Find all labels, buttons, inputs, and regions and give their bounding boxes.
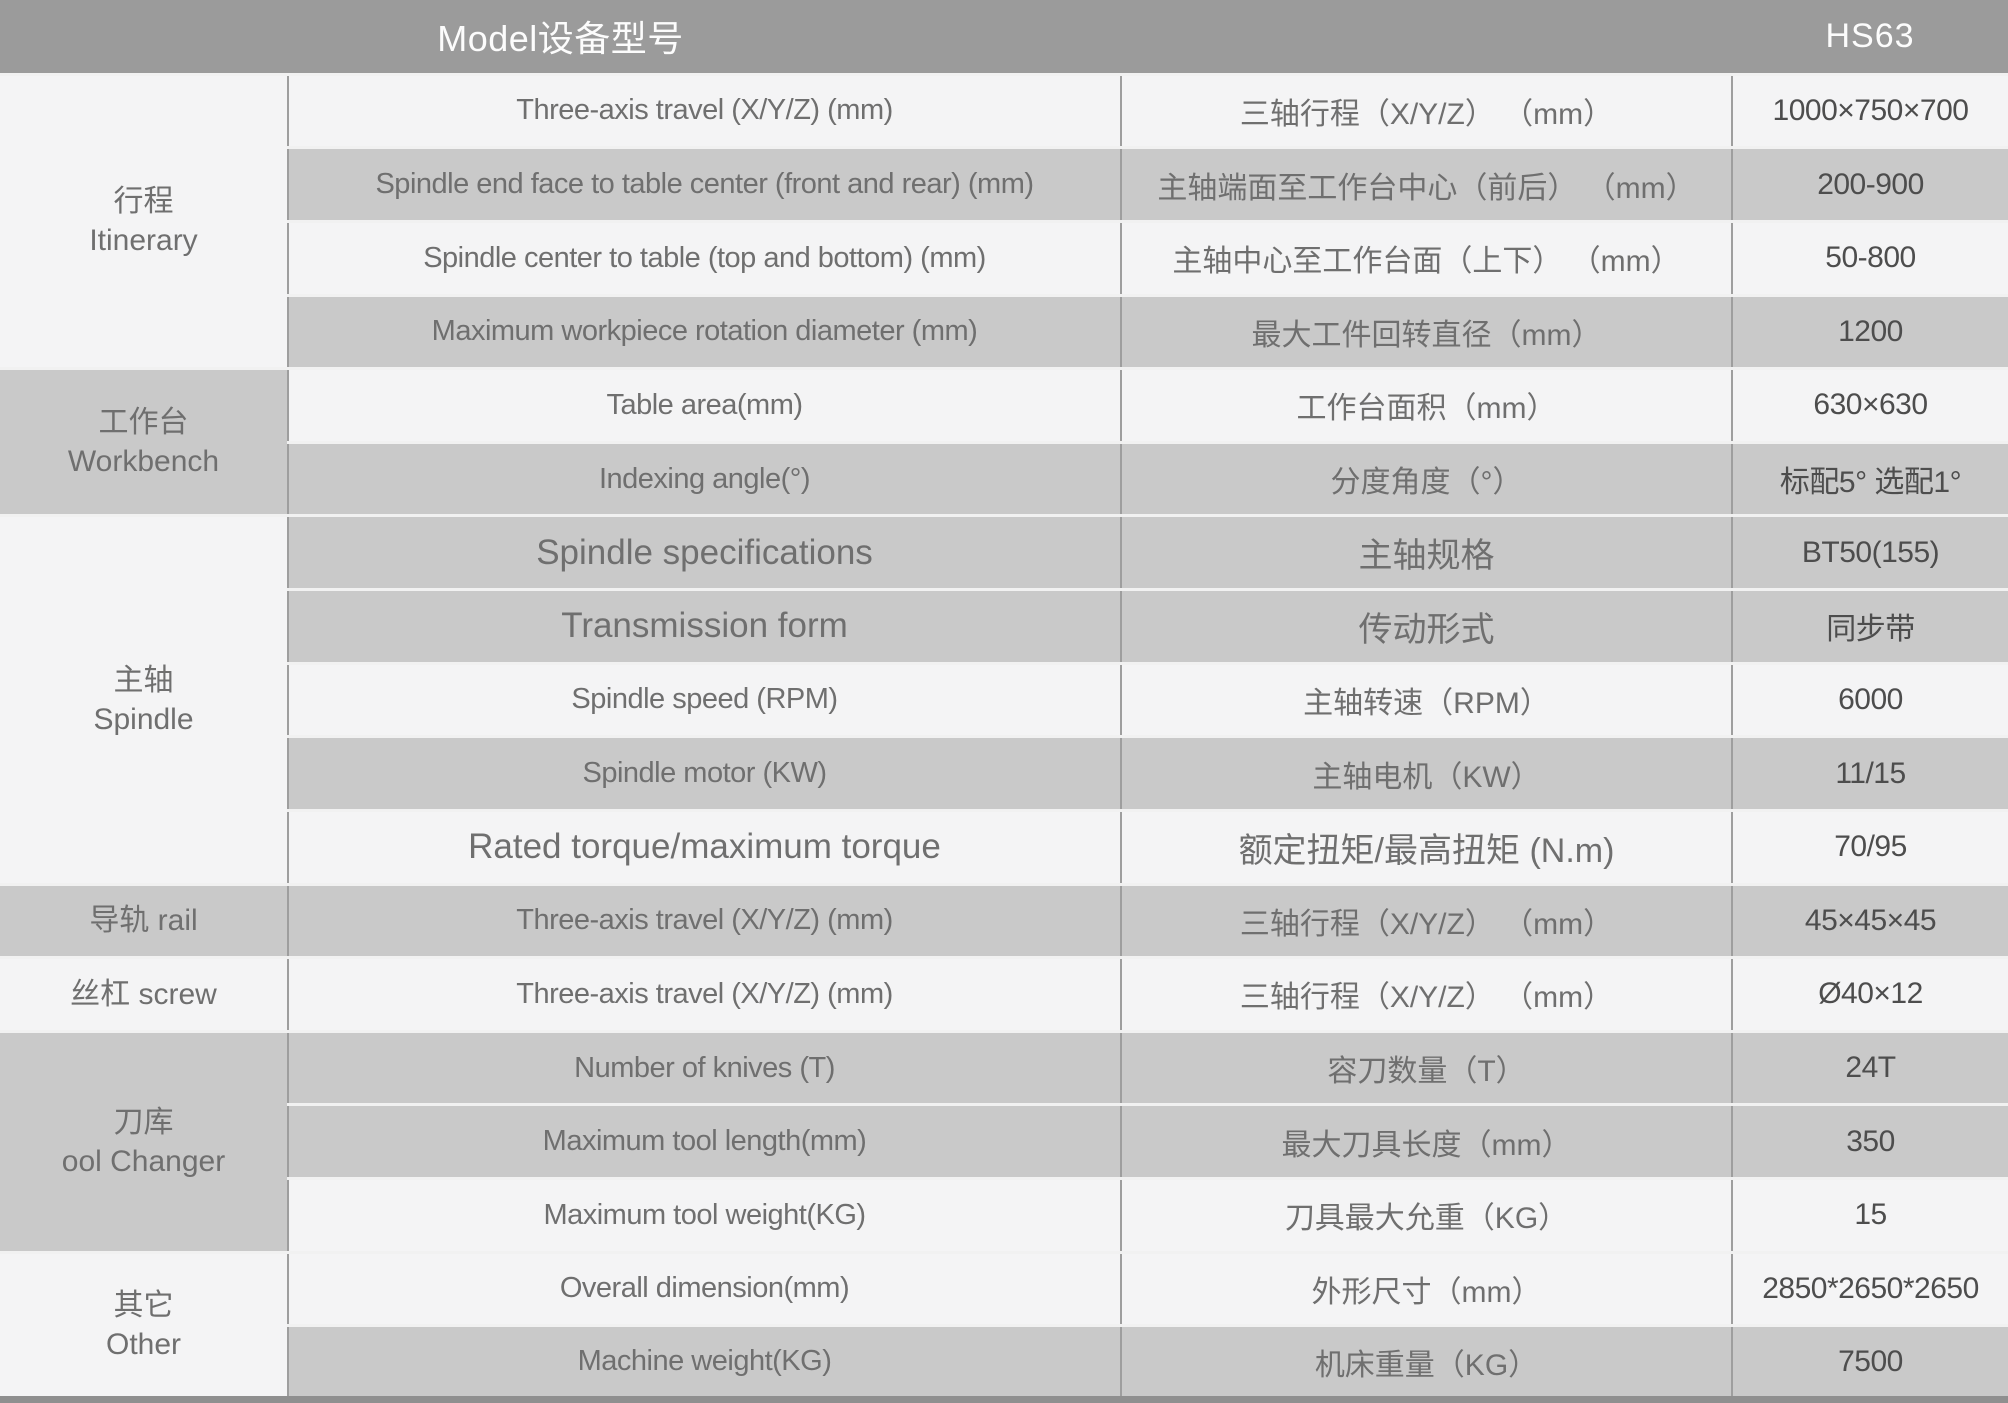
spec-value: 15	[1731, 1177, 2008, 1253]
spec-value: 50-800	[1731, 219, 2008, 295]
table-row: 行程 Itinerary Three-axis travel (X/Y/Z) (…	[0, 72, 2008, 369]
spec-name-zh: 主轴转速（RPM）	[1120, 661, 1732, 737]
spec-name-en: Three-axis travel (X/Y/Z) (mm)	[287, 72, 1121, 148]
table-row: Spindle speed (RPM) 主轴转速（RPM） 6000	[0, 661, 2008, 737]
spec-value: 标配5° 选配1°	[1731, 440, 2008, 516]
spec-name-en: Spindle end face to table center (front …	[287, 146, 1121, 222]
spec-name-en: Maximum tool length(mm)	[287, 1103, 1121, 1179]
spec-name-en: Maximum tool weight(KG)	[287, 1177, 1121, 1253]
spec-name-zh: 三轴行程（X/Y/Z） （mm）	[1120, 956, 1732, 1032]
spec-value: 6000	[1731, 661, 2008, 737]
category-label-en: Other	[105, 1327, 182, 1361]
spec-name-zh: 主轴电机（KW）	[1120, 735, 1732, 811]
spec-name-en: Maximum workpiece rotation diameter (mm)	[287, 293, 1121, 369]
category-label-zh: 导轨 rail	[89, 904, 198, 938]
category-cell-screw: 丝杠 screw	[0, 956, 288, 1032]
table-row: 导轨 rail Three-axis travel (X/Y/Z) (mm) 三…	[0, 882, 2008, 958]
table-row: 丝杠 screw Three-axis travel (X/Y/Z) (mm) …	[0, 956, 2008, 1032]
category-label-en: Spindle	[93, 702, 194, 736]
table-row: Indexing angle(°) 分度角度（°） 标配5° 选配1°	[0, 440, 2008, 516]
table-row: Spindle motor (KW) 主轴电机（KW） 11/15	[0, 735, 2008, 811]
category-label-zh: 工作台	[98, 406, 189, 440]
spec-name-en: Transmission form	[287, 588, 1121, 664]
category-label-en: Itinerary	[89, 224, 198, 258]
spec-name-en: Rated torque/maximum torque	[287, 808, 1121, 884]
spec-name-en: Machine weight(KG)	[287, 1324, 1121, 1400]
table-row: 主轴 Spindle Spindle specifications 主轴规格 B…	[0, 514, 2008, 884]
category-label-zh: 刀库	[113, 1105, 174, 1139]
spec-name-zh: 容刀数量（T）	[1120, 1029, 1732, 1105]
spec-name-zh: 主轴端面至工作台中心（前后） （mm）	[1120, 146, 1732, 222]
spec-value: 同步带	[1731, 588, 2008, 664]
category-label-zh: 主轴	[113, 663, 174, 697]
spec-value: 2850*2650*2650	[1731, 1250, 2008, 1326]
category-label-zh: 丝杠 screw	[70, 977, 217, 1011]
table-row: Spindle end face to table center (front …	[0, 146, 2008, 222]
category-label-en: Workbench	[67, 445, 220, 479]
table-row: Rated torque/maximum torque 额定扭矩/最高扭矩 (N…	[0, 808, 2008, 884]
spec-value: 1000×750×700	[1731, 72, 2008, 148]
category-cell-itinerary: 行程 Itinerary	[0, 72, 288, 369]
spec-name-en: Spindle speed (RPM)	[287, 661, 1121, 737]
spec-name-en: Overall dimension(mm)	[287, 1250, 1121, 1326]
spec-name-zh: 三轴行程（X/Y/Z） （mm）	[1120, 882, 1732, 958]
spec-name-en: Three-axis travel (X/Y/Z) (mm)	[287, 882, 1121, 958]
table-row: 工作台 Workbench Table area(mm) 工作台面积（mm） 6…	[0, 367, 2008, 516]
table-row: Maximum workpiece rotation diameter (mm)…	[0, 293, 2008, 369]
spec-name-zh: 三轴行程（X/Y/Z） （mm）	[1120, 72, 1732, 148]
table-row: 其它 Other Overall dimension(mm) 外形尺寸（mm） …	[0, 1250, 2008, 1400]
spec-name-zh: 主轴中心至工作台面（上下） （mm）	[1120, 219, 1732, 295]
spec-name-zh: 工作台面积（mm）	[1120, 367, 1732, 443]
spec-name-zh: 分度角度（°）	[1120, 440, 1732, 516]
spec-value: 350	[1731, 1103, 2008, 1179]
spec-value: BT50(155)	[1731, 514, 2008, 590]
table-row: Maximum tool weight(KG) 刀具最大允重（KG） 15	[0, 1177, 2008, 1253]
spec-name-zh: 外形尺寸（mm）	[1120, 1250, 1732, 1326]
spec-value: 70/95	[1731, 808, 2008, 884]
table-row: Maximum tool length(mm) 最大刀具长度（mm） 350	[0, 1103, 2008, 1179]
category-cell-spindle: 主轴 Spindle	[0, 514, 288, 884]
spec-name-en: Indexing angle(°)	[287, 440, 1121, 516]
category-label-en: ool Changer	[61, 1144, 226, 1178]
spec-name-zh: 最大刀具长度（mm）	[1120, 1103, 1732, 1179]
spec-name-en: Spindle motor (KW)	[287, 735, 1121, 811]
table-row: Machine weight(KG) 机床重量（KG） 7500	[0, 1324, 2008, 1400]
spec-value: 200-900	[1731, 146, 2008, 222]
header-spacer	[1121, 0, 1732, 75]
spec-value: Ø40×12	[1731, 956, 2008, 1032]
spec-name-zh: 刀具最大允重（KG）	[1120, 1177, 1732, 1253]
spec-name-en: Three-axis travel (X/Y/Z) (mm)	[287, 956, 1121, 1032]
spec-value: 24T	[1731, 1029, 2008, 1105]
spec-name-zh: 机床重量（KG）	[1120, 1324, 1732, 1400]
spec-value: 11/15	[1731, 735, 2008, 811]
spec-name-en: Table area(mm)	[287, 367, 1121, 443]
spec-name-en: Spindle specifications	[287, 514, 1121, 590]
category-label-zh: 行程	[113, 185, 174, 219]
spec-name-zh: 主轴规格	[1120, 514, 1732, 590]
spec-name-zh: 额定扭矩/最高扭矩 (N.m)	[1120, 808, 1732, 884]
category-label-zh: 其它	[113, 1288, 174, 1322]
table-title: Model设备型号	[0, 0, 1121, 75]
category-cell-workbench: 工作台 Workbench	[0, 367, 288, 516]
spec-name-en: Number of knives (T)	[287, 1029, 1121, 1105]
table-row: Spindle center to table (top and bottom)…	[0, 219, 2008, 295]
table-row: Transmission form 传动形式 同步带	[0, 588, 2008, 664]
spec-name-en: Spindle center to table (top and bottom)…	[287, 219, 1121, 295]
spec-name-zh: 传动形式	[1120, 588, 1732, 664]
model-code: HS63	[1732, 0, 2008, 75]
category-cell-tool-changer: 刀库 ool Changer	[0, 1029, 288, 1253]
table-row: 刀库 ool Changer Number of knives (T) 容刀数量…	[0, 1029, 2008, 1253]
spec-name-zh: 最大工件回转直径（mm）	[1120, 293, 1732, 369]
category-cell-rail: 导轨 rail	[0, 882, 288, 958]
spec-value: 45×45×45	[1731, 882, 2008, 958]
spec-value: 630×630	[1731, 367, 2008, 443]
spec-value: 1200	[1731, 293, 2008, 369]
category-cell-other: 其它 Other	[0, 1250, 288, 1400]
spec-value: 7500	[1731, 1324, 2008, 1400]
table-header-row: Model设备型号 HS63	[0, 0, 2008, 75]
